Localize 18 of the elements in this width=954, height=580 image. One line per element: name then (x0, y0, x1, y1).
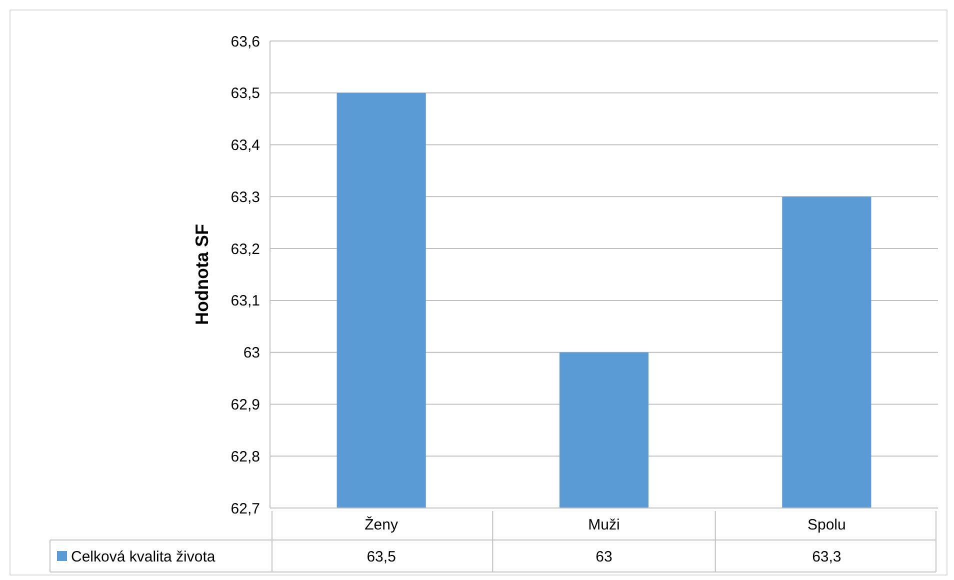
y-tick-label: 63,5 (230, 85, 260, 102)
y-tick-label: 62,7 (230, 500, 260, 518)
y-tick-label: 62,8 (230, 448, 260, 466)
y-tick-label: 63,1 (230, 292, 260, 310)
y-tick-label: 63,6 (230, 33, 260, 50)
data-label: 63,3 (812, 548, 842, 566)
y-axis-title: Hodnota SF (192, 224, 212, 325)
x-tick-label: Muži (588, 516, 620, 534)
x-tick-label: Spolu (807, 516, 846, 534)
y-tick-label: 63,3 (230, 188, 260, 206)
y-tick-label: 63,2 (230, 240, 260, 258)
y-tick-label: 63 (243, 344, 260, 362)
x-tick-label: Ženy (364, 515, 398, 534)
data-label: 63,5 (366, 548, 396, 566)
y-tick-label: 62,9 (230, 396, 260, 414)
legend-label: Celková kvalita života (71, 548, 216, 566)
data-label: 63 (596, 548, 612, 566)
y-tick-label: 63,4 (230, 137, 260, 154)
